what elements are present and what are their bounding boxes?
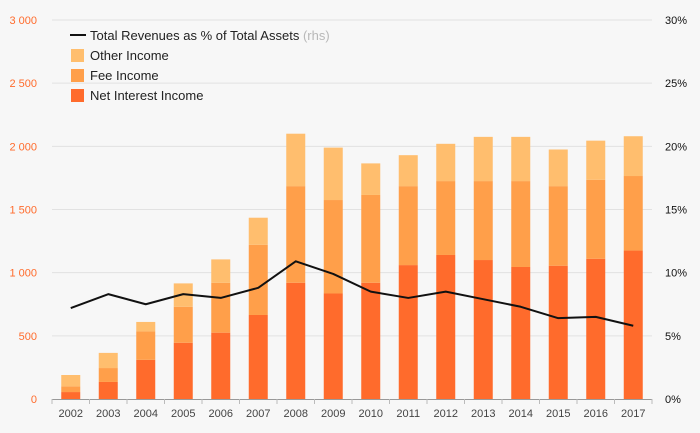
bar-other-income-2003 — [98, 352, 118, 369]
bar-other-income-2011 — [398, 155, 418, 187]
y-left-tick-label: 3 000 — [9, 15, 37, 27]
x-tick-label: 2010 — [359, 408, 383, 420]
bar-net-interest-income-2012 — [436, 254, 456, 399]
bar-other-income-2004 — [136, 321, 156, 332]
bar-fee-income-2002 — [61, 386, 81, 393]
bar-other-income-2008 — [286, 133, 306, 187]
y-right-tick-label: 30% — [665, 15, 687, 27]
bar-net-interest-income-2014 — [511, 266, 531, 399]
bar-fee-income-2008 — [286, 186, 306, 283]
y-right-tick-label: 15% — [665, 205, 687, 217]
x-tick-label: 2014 — [509, 408, 533, 420]
bar-fee-income-2012 — [436, 181, 456, 255]
legend: Total Revenues as % of Total Assets (rhs… — [70, 28, 330, 103]
line-series-group — [70, 260, 634, 327]
bar-other-income-2006 — [211, 259, 231, 283]
legend-swatch-other-income — [71, 49, 84, 62]
y-left-tick-label: 2 000 — [9, 141, 37, 153]
bar-other-income-2017 — [623, 136, 643, 177]
bar-fee-income-2009 — [323, 200, 343, 294]
bar-fee-income-2011 — [398, 186, 418, 266]
x-tick-label: 2011 — [396, 408, 420, 420]
legend-rhs-suffix: (rhs) — [303, 28, 330, 43]
bar-fee-income-2016 — [586, 179, 606, 259]
bar-fee-income-2005 — [173, 306, 193, 343]
x-tick-label: 2005 — [171, 408, 195, 420]
y-right-tick-label: 25% — [665, 78, 687, 90]
bar-fee-income-2017 — [623, 176, 643, 251]
bar-net-interest-income-2013 — [473, 260, 493, 399]
bar-net-interest-income-2011 — [398, 265, 418, 399]
bar-fee-income-2014 — [511, 181, 531, 267]
bar-net-interest-income-2009 — [323, 293, 343, 399]
x-tick-label: 2002 — [59, 408, 83, 420]
bar-other-income-2013 — [473, 136, 493, 182]
x-tick-label: 2015 — [546, 408, 570, 420]
bar-other-income-2015 — [548, 149, 568, 187]
x-tick-label: 2004 — [134, 408, 158, 420]
bar-other-income-2014 — [511, 136, 531, 182]
bar-fee-income-2015 — [548, 186, 568, 266]
bar-fee-income-2003 — [98, 368, 118, 382]
bar-other-income-2012 — [436, 143, 456, 182]
bar-other-income-2009 — [323, 147, 343, 201]
x-tick-label: 2012 — [434, 408, 458, 420]
legend-label-fee-income: Fee Income — [90, 68, 159, 83]
bar-fee-income-2006 — [211, 282, 231, 333]
line-total-revenues-pct — [70, 260, 634, 327]
bar-net-interest-income-2005 — [173, 342, 193, 399]
x-tick-label: 2003 — [96, 408, 120, 420]
y-right-tick-label: 20% — [665, 141, 687, 153]
x-tick-label: 2016 — [584, 408, 608, 420]
bar-fee-income-2004 — [136, 331, 156, 360]
legend-swatch-fee-income — [71, 69, 84, 82]
bar-fee-income-2010 — [361, 194, 381, 283]
bar-fee-income-2013 — [473, 181, 493, 261]
x-tick-label: 2013 — [471, 408, 495, 420]
bar-net-interest-income-2006 — [211, 332, 231, 399]
bar-net-interest-income-2003 — [98, 381, 118, 399]
bar-net-interest-income-2010 — [361, 282, 381, 399]
y-left-tick-label: 2 500 — [9, 78, 37, 90]
y-left-tick-label: 1 000 — [9, 268, 37, 280]
y-left-tick-label: 1 500 — [9, 205, 37, 217]
axes-group: 0 500 1 000 1 500 2 000 2 500 3 000 0% 5% 10% 15% 2… — [9, 15, 687, 420]
legend-label-net-interest-income: Net Interest Income — [90, 88, 203, 103]
bar-other-income-2007 — [248, 217, 268, 245]
bar-net-interest-income-2016 — [586, 258, 606, 399]
y-left-tick-label: 500 — [19, 331, 37, 343]
bars-group — [61, 133, 643, 399]
x-tick-label: 2008 — [284, 408, 308, 420]
x-tick-label: 2006 — [209, 408, 233, 420]
legend-label-line: Total Revenues as % of Total Assets (rhs… — [90, 28, 330, 43]
bar-net-interest-income-2007 — [248, 314, 268, 399]
bar-net-interest-income-2015 — [548, 265, 568, 399]
legend-swatch-net-interest-income — [71, 89, 84, 102]
x-tick-label: 2017 — [621, 408, 645, 420]
bar-net-interest-income-2004 — [136, 359, 156, 399]
y-right-tick-label: 5% — [665, 331, 681, 343]
bar-other-income-2016 — [586, 140, 606, 180]
y-right-tick-label: 10% — [665, 268, 687, 280]
y-right-tick-label: 0% — [665, 394, 681, 406]
bar-fee-income-2007 — [248, 244, 268, 315]
y-left-tick-label: 0 — [31, 394, 37, 406]
legend-label-other-income: Other Income — [90, 48, 169, 63]
x-tick-label: 2009 — [321, 408, 345, 420]
bar-other-income-2002 — [61, 375, 81, 387]
bar-net-interest-income-2008 — [286, 282, 306, 399]
bar-other-income-2010 — [361, 163, 381, 195]
bar-net-interest-income-2002 — [61, 392, 81, 399]
x-tick-label: 2007 — [246, 408, 270, 420]
